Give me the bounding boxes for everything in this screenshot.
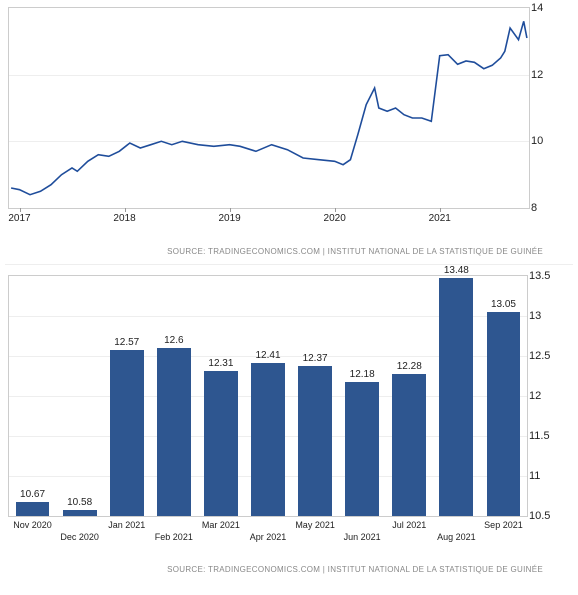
bar-chart-source: SOURCE: TRADINGECONOMICS.COM | INSTITUT … [5, 557, 573, 582]
bar-value-label: 13.48 [444, 265, 469, 276]
x-axis-label: 2018 [113, 213, 135, 224]
x-axis-label: Jun 2021 [344, 532, 381, 542]
line-plot-area: 810121420172018201920202021 [8, 7, 530, 209]
line-chart-source: SOURCE: TRADINGECONOMICS.COM | INSTITUT … [5, 239, 573, 265]
y-axis-label: 11.5 [529, 430, 559, 442]
bar-value-label: 10.67 [20, 489, 45, 500]
x-axis-label: Nov 2020 [13, 520, 52, 530]
x-axis-label: 2019 [218, 213, 240, 224]
x-axis-label: May 2021 [295, 520, 335, 530]
x-axis-label: Jan 2021 [108, 520, 145, 530]
bar [298, 366, 332, 516]
y-axis-label: 10 [531, 135, 559, 147]
bar-value-label: 12.28 [397, 361, 422, 372]
bar-value-label: 12.41 [255, 350, 280, 361]
y-axis-label: 12 [529, 390, 559, 402]
bar-value-label: 10.58 [67, 497, 92, 508]
y-axis-label: 10.5 [529, 510, 559, 522]
bar [392, 374, 426, 516]
x-axis-label: 2017 [8, 213, 30, 224]
x-axis-label: Feb 2021 [155, 532, 193, 542]
bar-chart: 10.5 11 11.5 12 12.5 13 13.5 10.67 Nov 2020 10.58… [5, 273, 565, 553]
line-chart: 8 10 12 14 2017 2018 2019 2020 2021 [5, 5, 565, 235]
bar [251, 363, 285, 516]
bar-value-label: 12.37 [303, 353, 328, 364]
y-axis-label: 14 [531, 2, 559, 14]
x-axis-label: Aug 2021 [437, 532, 476, 542]
line-series [11, 21, 527, 194]
x-axis-label: Sep 2021 [484, 520, 523, 530]
y-axis-label: 13.5 [529, 270, 559, 282]
x-axis-label: Dec 2020 [60, 532, 99, 542]
bar-value-label: 12.57 [114, 337, 139, 348]
y-axis-label: 13 [529, 310, 559, 322]
bar-value-label: 12.31 [208, 358, 233, 369]
bar [487, 312, 521, 516]
x-axis-label: Apr 2021 [250, 532, 287, 542]
bar-plot-area: 10.51111.51212.51313.510.67Nov 202010.58… [8, 275, 528, 517]
bar [204, 371, 238, 516]
bar [16, 502, 50, 516]
x-axis-label: Jul 2021 [392, 520, 426, 530]
y-axis-label: 8 [531, 202, 559, 214]
bar [345, 382, 379, 516]
line-chart-container: 8 10 12 14 2017 2018 2019 2020 2021 [5, 5, 565, 235]
bar [110, 350, 144, 516]
x-axis-label: 2021 [429, 213, 451, 224]
bar-value-label: 12.18 [350, 369, 375, 380]
bar [63, 510, 97, 516]
bar [439, 278, 473, 516]
bar [157, 348, 191, 516]
bar-chart-container: 10.5 11 11.5 12 12.5 13 13.5 10.67 Nov 2020 10.58… [5, 273, 565, 553]
bar-value-label: 13.05 [491, 299, 516, 310]
x-axis-label: Mar 2021 [202, 520, 240, 530]
bar-value-label: 12.6 [164, 335, 183, 346]
y-axis-label: 12.5 [529, 350, 559, 362]
y-axis-label: 12 [531, 69, 559, 81]
y-axis-label: 11 [529, 470, 559, 482]
x-axis-label: 2020 [324, 213, 346, 224]
